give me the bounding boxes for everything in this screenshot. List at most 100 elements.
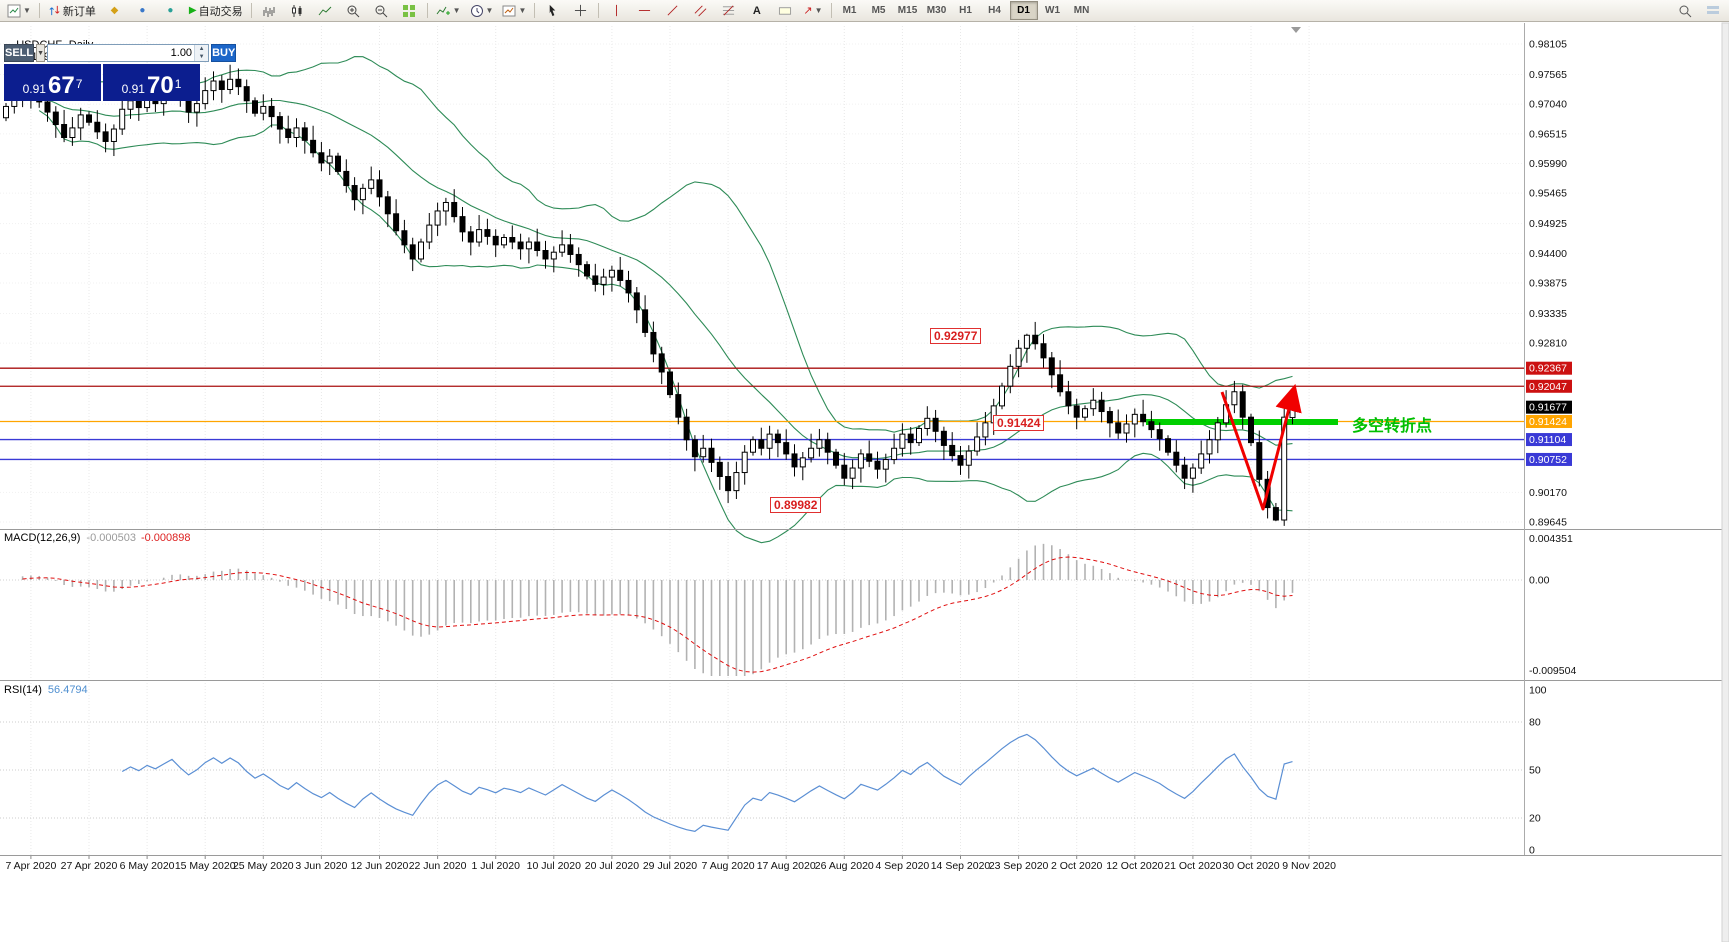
timeframe-w1[interactable]: W1: [1045, 5, 1061, 16]
expert-advisor-icon: ◆: [110, 5, 119, 16]
scripts-button[interactable]: ●: [129, 0, 156, 21]
bar-chart-mode-button[interactable]: [256, 0, 283, 21]
price-note-mid[interactable]: 0.91424: [993, 415, 1045, 431]
new-chart-button[interactable]: ▼: [3, 0, 35, 21]
vertical-line-icon: [616, 4, 618, 17]
templates-button[interactable]: ▼: [498, 0, 530, 21]
svg-text:9 Nov 2020: 9 Nov 2020: [1282, 860, 1336, 872]
objects-list-button[interactable]: [1699, 0, 1726, 21]
trendline-button[interactable]: [659, 0, 686, 21]
main-toolbar: ▼ 新订单 ◆ ● ● ▶ 自动交易 ▼ ▼ ▼: [0, 0, 1729, 22]
chevron-down-icon: ▼: [485, 5, 494, 15]
svg-text:0.90752: 0.90752: [1529, 454, 1567, 466]
svg-text:0.91677: 0.91677: [1529, 402, 1567, 414]
clock-icon: [470, 4, 483, 17]
timeframe-m30[interactable]: M30: [926, 5, 947, 16]
channel-button[interactable]: [687, 0, 714, 21]
svg-text:7 Aug 2020: 7 Aug 2020: [702, 860, 755, 872]
svg-text:10 Jul 2020: 10 Jul 2020: [527, 860, 581, 872]
svg-text:2 Oct 2020: 2 Oct 2020: [1051, 860, 1103, 872]
search-button[interactable]: [1671, 0, 1698, 21]
timeframe-h1[interactable]: H1: [959, 5, 972, 16]
periods-button[interactable]: ▼: [466, 0, 498, 21]
buy-button[interactable]: BUY: [211, 44, 237, 62]
price-note-high[interactable]: 0.92977: [930, 328, 982, 344]
sell-price-box[interactable]: 0.91 67 7: [4, 64, 101, 101]
price-tags: 0.92367 0.92047 0.91424 0.91104 0.90752 0.916…: [1526, 361, 1572, 466]
svg-text:20: 20: [1529, 813, 1541, 825]
sell-button[interactable]: SELL: [4, 44, 35, 62]
volume-down-button[interactable]: ▼: [195, 53, 209, 61]
toolbar-separator: [830, 3, 832, 18]
zoom-out-button[interactable]: [368, 0, 395, 21]
timeframe-h4[interactable]: H4: [988, 5, 1001, 16]
svg-text:25 May 2020: 25 May 2020: [233, 860, 294, 872]
market-button[interactable]: ●: [157, 0, 184, 21]
autotrading-button[interactable]: ▶ 自动交易: [185, 0, 247, 21]
svg-text:80: 80: [1529, 717, 1541, 729]
fibonacci-button[interactable]: [715, 0, 742, 21]
svg-text:1 Jul 2020: 1 Jul 2020: [471, 860, 520, 872]
template-icon: [502, 5, 516, 16]
timeframe-m5[interactable]: M5: [871, 5, 886, 16]
line-chart-mode-button[interactable]: [312, 0, 339, 21]
macd-pane: 0.004351 0.00 -0.009504: [0, 533, 1576, 677]
order-type-dropdown[interactable]: ▼: [36, 44, 46, 62]
cursor-button[interactable]: [539, 0, 566, 21]
svg-text:0.95465: 0.95465: [1529, 188, 1567, 200]
zoom-in-button[interactable]: [340, 0, 367, 21]
new-order-button[interactable]: 新订单: [44, 0, 100, 21]
crosshair-button[interactable]: [567, 0, 594, 21]
zoom-in-icon: [347, 5, 360, 17]
svg-text:0.94400: 0.94400: [1529, 248, 1567, 260]
toolbar-separator: [38, 3, 40, 18]
turning-point-text[interactable]: 多空转折点: [1352, 416, 1433, 435]
svg-text:20 Jul 2020: 20 Jul 2020: [585, 860, 639, 872]
text-tool-button[interactable]: A: [743, 0, 770, 21]
price-axis: 0.98105 0.97565 0.97040 0.96515 0.95990 0.954…: [1529, 39, 1567, 529]
channel-icon: [694, 5, 707, 17]
svg-text:7 Apr 2020: 7 Apr 2020: [6, 860, 57, 872]
volume-input[interactable]: [48, 45, 195, 61]
svg-text:15 May 2020: 15 May 2020: [175, 860, 236, 872]
label-tool-button[interactable]: [771, 0, 798, 21]
red-arrow-drawing[interactable]: [1220, 383, 1302, 511]
price-note-low[interactable]: 0.89982: [770, 497, 822, 513]
candlestick-mode-button[interactable]: [284, 0, 311, 21]
svg-text:23 Sep 2020: 23 Sep 2020: [989, 860, 1049, 872]
macd-main-value: -0.000503: [86, 532, 136, 544]
autotrading-label: 自动交易: [198, 5, 243, 18]
svg-text:17 Aug 2020: 17 Aug 2020: [757, 860, 816, 872]
chevron-down-icon: ▼: [452, 5, 461, 15]
timeframe-mn[interactable]: MN: [1073, 5, 1090, 16]
svg-text:0.97565: 0.97565: [1529, 69, 1567, 81]
arrows-tool-button[interactable]: ↗ ▼: [799, 0, 826, 21]
indicators-button[interactable]: ▼: [432, 0, 465, 21]
buy-price-big: 70: [146, 72, 174, 99]
macd-signal-value: -0.000898: [140, 532, 191, 544]
vertical-line-button[interactable]: [603, 0, 630, 21]
date-axis: 7 Apr 2020 27 Apr 2020 6 May 2020 15 May 20…: [6, 856, 1336, 872]
rsi-pane: 100 80 50 20 0: [0, 685, 1547, 857]
timeframe-d1[interactable]: D1: [1009, 1, 1038, 20]
svg-text:14 Sep 2020: 14 Sep 2020: [931, 860, 991, 872]
svg-text:0.91424: 0.91424: [1529, 416, 1567, 428]
timeframe-m15[interactable]: M15: [897, 5, 918, 16]
svg-text:26 Aug 2020: 26 Aug 2020: [815, 860, 874, 872]
svg-text:-0.009504: -0.009504: [1529, 665, 1576, 677]
cursor-icon: [550, 4, 556, 17]
svg-text:0.91104: 0.91104: [1529, 434, 1566, 446]
tile-windows-button[interactable]: [396, 0, 423, 21]
crosshair-icon: [575, 4, 587, 17]
volume-up-button[interactable]: ▲: [195, 45, 209, 53]
svg-text:22 Jun 2020: 22 Jun 2020: [409, 860, 467, 872]
buy-price-box[interactable]: 0.91 70 1: [103, 64, 200, 101]
toolbar-separator: [534, 3, 536, 18]
horizontal-line-button[interactable]: [631, 0, 658, 21]
text-tool-icon: A: [752, 4, 761, 17]
horizontal-line-icon: [639, 10, 651, 11]
vertical-scrollbar[interactable]: [1721, 22, 1729, 942]
timeframe-m1[interactable]: M1: [842, 5, 857, 16]
expert-advisors-button[interactable]: ◆: [101, 0, 128, 21]
volume-field: ▲ ▼: [47, 44, 210, 62]
